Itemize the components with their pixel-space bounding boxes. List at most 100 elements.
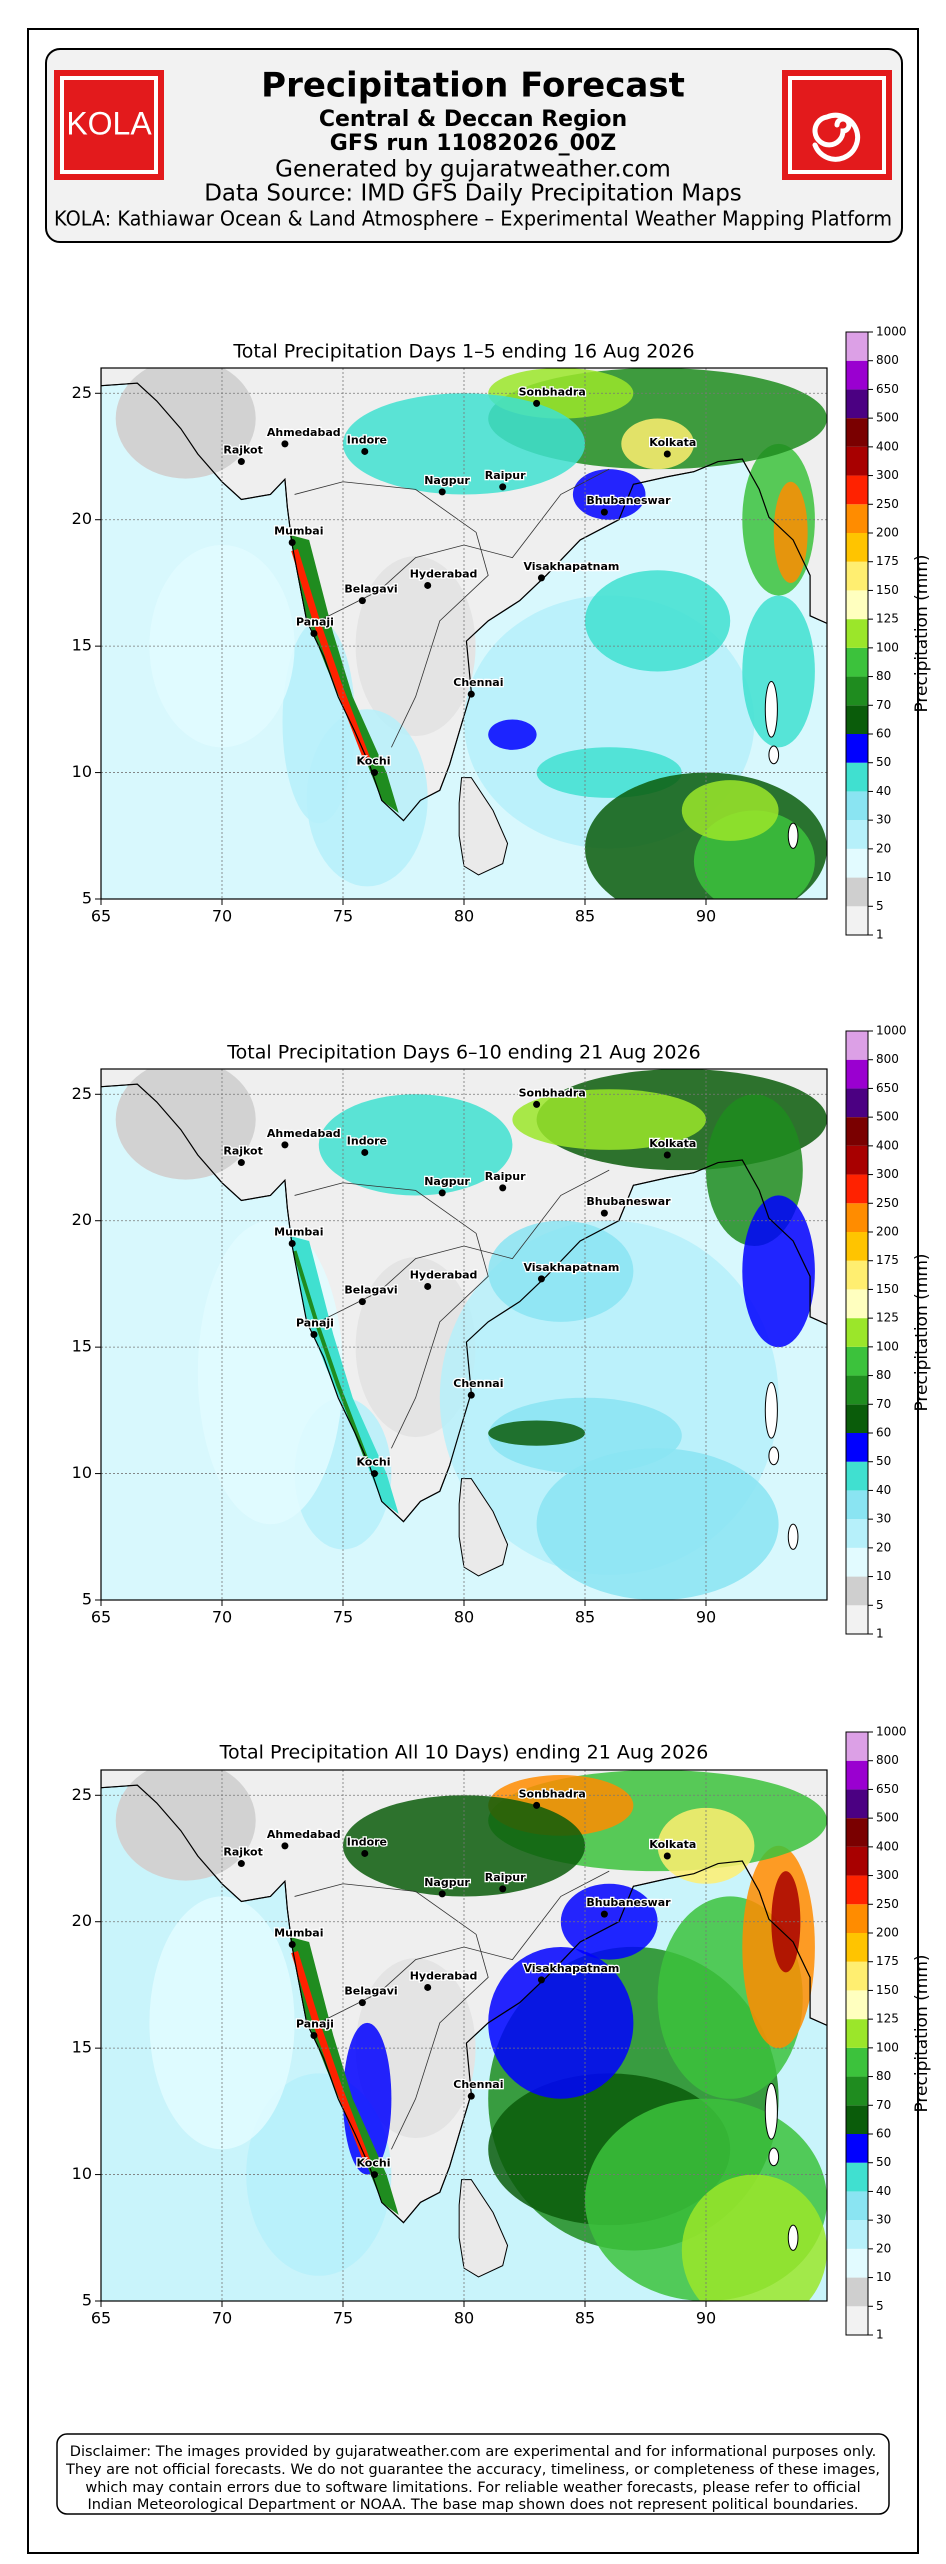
city-label: Kolkata <box>649 436 696 449</box>
colorbar-segment <box>846 1933 868 1962</box>
island <box>768 2147 780 2167</box>
city-dot <box>438 1189 446 1197</box>
colorbar-segment <box>846 332 868 361</box>
colorbar-tick-label: 100 <box>876 1339 899 1353</box>
colorbar-tick-label: 200 <box>876 1225 899 1239</box>
colorbar-tick-label: 1000 <box>876 1024 907 1038</box>
city-dot <box>467 2092 475 2100</box>
city-dot <box>533 399 541 407</box>
city-label: Rajkot <box>223 1145 262 1158</box>
colorbar-segment <box>846 590 868 620</box>
rain-patch <box>512 1089 706 1150</box>
colorbar-segment <box>846 906 868 935</box>
colorbar-segment <box>846 2105 868 2134</box>
colorbar-segment <box>846 1547 868 1577</box>
city-dot <box>288 1940 296 1948</box>
colorbar-tick-label: 200 <box>876 526 899 540</box>
city-label: Indore <box>347 1835 387 1848</box>
colorbar-segment <box>846 1145 868 1175</box>
colorbar-tick-label: 70 <box>876 1397 891 1411</box>
colorbar-segment <box>846 791 868 821</box>
colorbar-segment <box>846 1031 868 1060</box>
colorbar-tick-label: 30 <box>876 813 891 827</box>
city-dot <box>361 447 369 455</box>
city-dot <box>424 1282 432 1290</box>
rain-patch <box>621 418 694 470</box>
colorbar-segment <box>846 475 868 505</box>
city-label: Bhubaneswar <box>586 1896 671 1909</box>
city-label: Kochi <box>356 1456 390 1469</box>
city-label: Chennai <box>453 2078 503 2091</box>
map-title: Total Precipitation Days 6–10 ending 21 … <box>226 1042 700 1064</box>
state-border <box>294 1182 489 1449</box>
x-tick-label: 90 <box>696 2309 716 2328</box>
colorbar-segment <box>846 389 868 419</box>
city-dot <box>310 1331 318 1338</box>
x-tick-label: 65 <box>91 2309 111 2328</box>
island <box>787 2224 799 2251</box>
colorbar-segment <box>846 1088 868 1118</box>
colorbar-tick-label: 20 <box>876 841 891 855</box>
colorbar-segment <box>846 1318 868 1347</box>
city-label: Ahmedabad <box>267 1828 341 1841</box>
colorbar-tick-label: 70 <box>876 698 891 712</box>
city-dot <box>533 1801 541 1809</box>
colorbar-segment <box>846 1375 868 1405</box>
colorbar-label: Precipitation (mm) <box>912 554 932 712</box>
colorbar-tick-label: 20 <box>876 1540 891 1554</box>
map-title: Total Precipitation All 10 Days) ending … <box>219 1742 709 1764</box>
city-dot <box>237 1159 245 1167</box>
ghats-core <box>291 1951 371 2164</box>
x-tick-label: 75 <box>333 2309 353 2328</box>
colorbar-tick-label: 1000 <box>876 325 907 339</box>
state-border <box>294 1883 489 2150</box>
colorbar-segment <box>846 2019 868 2048</box>
city-label: Ahmedabad <box>267 1127 341 1140</box>
colorbar-tick-label: 300 <box>876 1167 899 1181</box>
city-dot <box>537 1976 545 1984</box>
logo-text: KOLA <box>66 105 152 141</box>
colorbar-tick-label: 5 <box>876 1598 884 1612</box>
coast <box>101 368 827 822</box>
city-dot <box>358 597 366 605</box>
city-label: Mumbai <box>274 524 323 537</box>
colorbar-tick-label: 300 <box>876 468 899 482</box>
dry-patch <box>115 1770 256 1881</box>
colorbar-segment <box>846 619 868 648</box>
city-dot <box>600 508 608 516</box>
city-label: Panaji <box>296 1317 334 1330</box>
colorbar-segment <box>846 418 868 447</box>
y-tick-label: 15 <box>72 1337 92 1356</box>
ghats-rain <box>289 1235 399 1515</box>
x-tick-label: 90 <box>696 1608 716 1627</box>
rain-patch <box>343 393 585 495</box>
dry-patch <box>115 368 256 479</box>
y-tick-label: 25 <box>72 1785 92 1804</box>
city-label: Raipur <box>485 469 526 482</box>
state-border <box>294 481 489 748</box>
city-dot <box>600 1209 608 1217</box>
colorbar-segment <box>846 848 868 878</box>
y-tick-label: 5 <box>82 1590 92 1609</box>
colorbar-tick-label: 1 <box>876 1627 884 1641</box>
y-tick-label: 15 <box>72 2038 92 2057</box>
colorbar-tick-label: 400 <box>876 1138 899 1152</box>
x-tick-label: 85 <box>575 907 595 926</box>
header-line: KOLA: Kathiawar Ocean & Land Atmosphere … <box>54 207 892 231</box>
colorbar-segment <box>846 1260 868 1290</box>
city-label: Visakhapatnam <box>523 1261 619 1274</box>
colorbar-segment <box>846 1732 868 1761</box>
colorbar-segment <box>846 1846 868 1876</box>
city-dot <box>281 440 289 448</box>
city-label: Kochi <box>356 2157 390 2170</box>
colorbar-segment <box>846 446 868 476</box>
ghats-rain <box>289 1936 399 2216</box>
colorbar-tick-label: 300 <box>876 1868 899 1882</box>
island <box>768 1446 780 1466</box>
map-plot <box>101 1770 827 2301</box>
city-label: Visakhapatnam <box>523 560 619 573</box>
rain-patch <box>197 1220 343 1525</box>
city-label: Nagpur <box>424 474 470 487</box>
colorbar-tick-label: 60 <box>876 727 891 741</box>
colorbar-segment <box>846 1519 868 1548</box>
